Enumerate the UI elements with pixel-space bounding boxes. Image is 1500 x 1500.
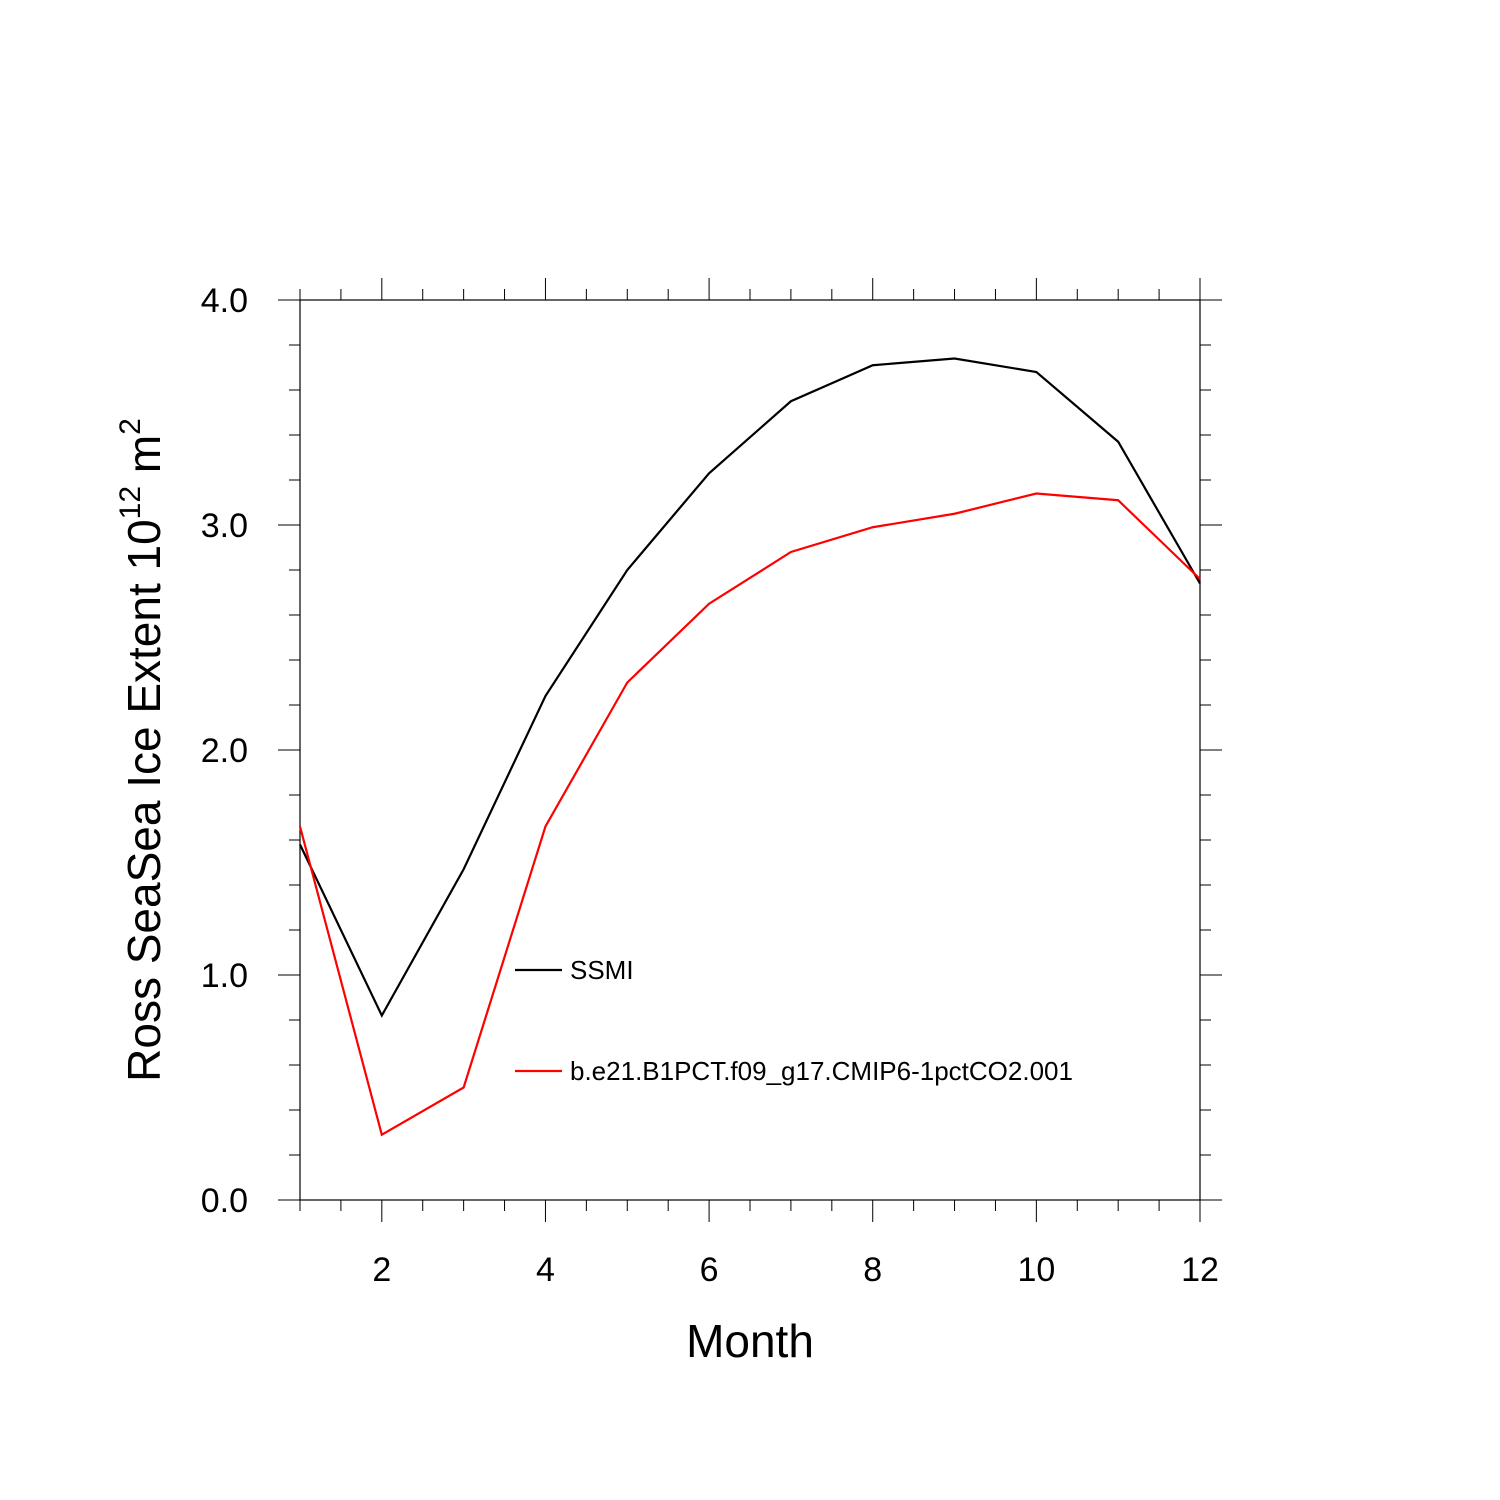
y-tick-label: 2.0 [201, 732, 248, 770]
x-tick-label: 4 [536, 1251, 555, 1289]
x-tick-label: 8 [863, 1251, 882, 1289]
axis-tick-labels: 2 4 6 8 10 12 0.0 1.0 2.0 3.0 4.0 [201, 282, 1219, 1289]
legend-label-1: SSMI [570, 955, 634, 985]
x-axis-title: Month [686, 1315, 814, 1367]
x-tick-label: 10 [1017, 1251, 1055, 1289]
y-axis-title: Ross SeaSea Ice Extent 1012 m2 [114, 418, 170, 1082]
series-lines [298, 357, 1201, 1137]
y-tick-label: 1.0 [201, 957, 248, 995]
x-tick-label: 2 [372, 1251, 391, 1289]
y-axis-title-unit: m [118, 435, 170, 486]
y-axis-title-unit-exponent: 2 [114, 418, 147, 435]
series-line-1 [299, 357, 1201, 1018]
axis-ticks [278, 278, 1222, 1222]
y-axis-title-exponent: 12 [114, 486, 147, 519]
x-tick-label: 6 [700, 1251, 719, 1289]
y-tick-label: 0.0 [201, 1182, 248, 1220]
series-line-2 [298, 492, 1201, 1137]
legend: SSMI b.e21.B1PCT.f09_g17.CMIP6-1pctCO2.00… [515, 955, 1073, 1086]
legend-label-2: b.e21.B1PCT.f09_g17.CMIP6-1pctCO2.001 [570, 1056, 1073, 1086]
x-tick-label: 12 [1181, 1251, 1219, 1289]
y-tick-label: 3.0 [201, 507, 248, 545]
y-axis-title-base: Ross SeaSea Ice Extent 10 [118, 519, 170, 1082]
y-tick-label: 4.0 [201, 282, 248, 320]
